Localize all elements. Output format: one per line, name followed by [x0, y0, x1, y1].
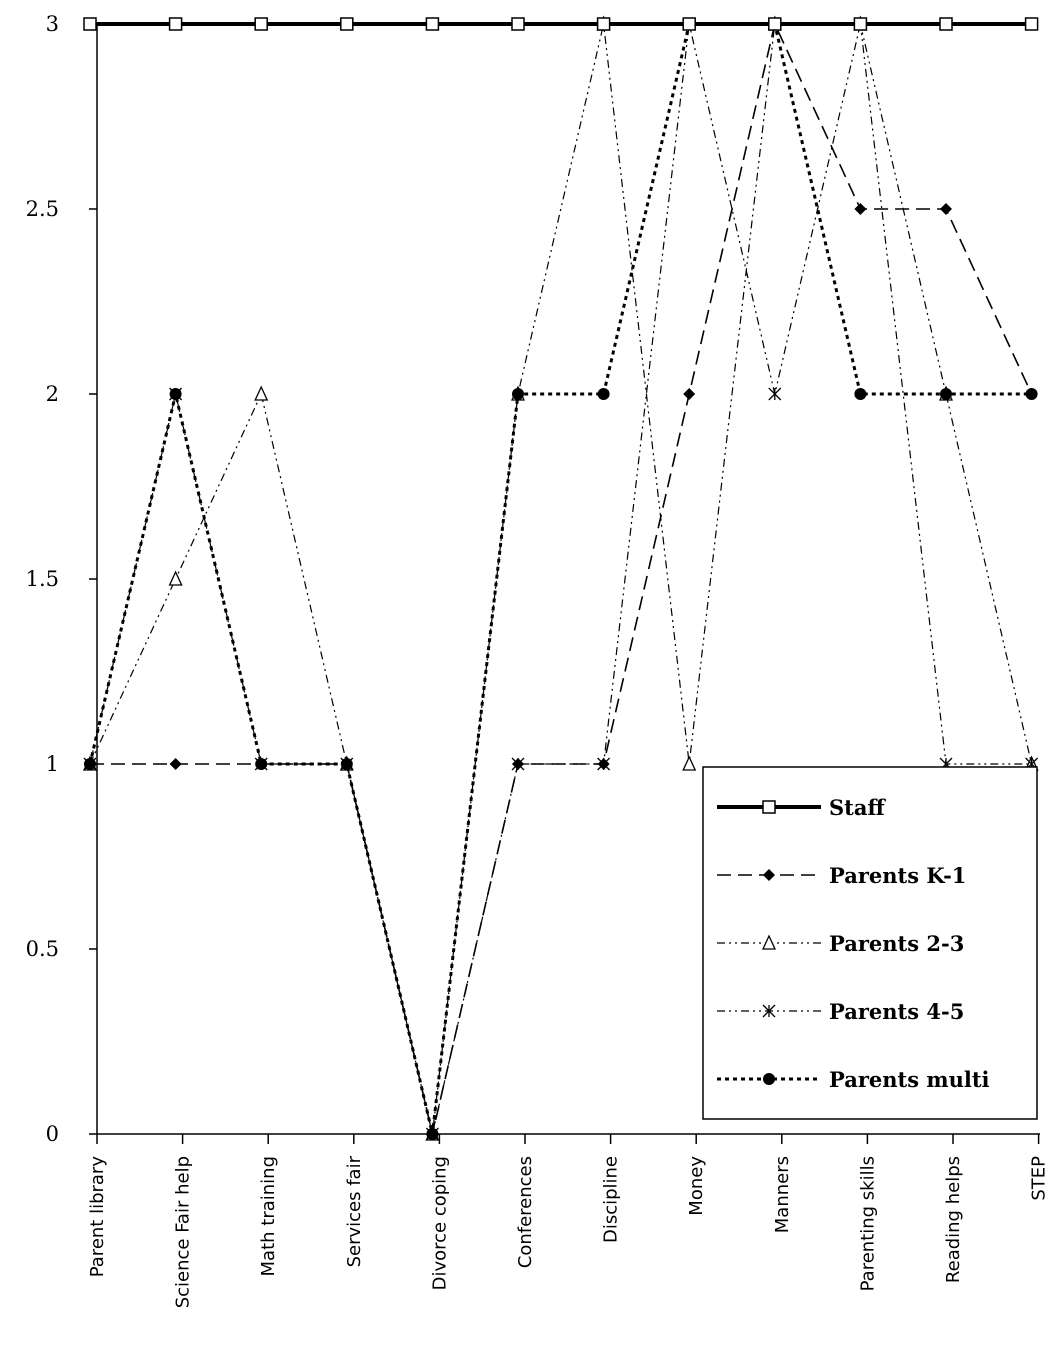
- data-point: [255, 758, 268, 770]
- x-tick-label: Parenting skills: [857, 1156, 878, 1291]
- data-point: [169, 388, 182, 400]
- data-point: [340, 758, 353, 770]
- data-point: [254, 17, 268, 31]
- y-tick-label: 1: [46, 752, 59, 776]
- x-tick-label: Manners: [772, 1156, 793, 1233]
- series-line: [88, 22, 1032, 1135]
- data-point: [940, 388, 952, 400]
- data-point: [768, 387, 782, 401]
- data-point: [597, 757, 611, 771]
- data-point: [597, 388, 610, 400]
- x-tick-label: Reading helps: [943, 1156, 964, 1283]
- x-tick-label: Money: [686, 1156, 707, 1216]
- x-tick-label: Parent library: [87, 1156, 108, 1278]
- data-point: [854, 203, 867, 215]
- data-point: [1024, 17, 1039, 31]
- data-point: [940, 203, 952, 215]
- data-point: [939, 17, 953, 31]
- data-point: [511, 757, 525, 771]
- x-tick-label: STEP: [1029, 1156, 1050, 1201]
- x-tick-label: Divorce coping: [429, 1156, 450, 1290]
- y-tick-label: 2: [46, 382, 59, 406]
- legend-label: Parents K-1: [829, 863, 966, 888]
- data-point: [682, 755, 697, 771]
- data-point: [84, 758, 96, 770]
- data-point: [168, 17, 183, 31]
- data-point: [254, 385, 269, 401]
- x-tick-label: Science Fair help: [173, 1156, 194, 1308]
- legend-box: [702, 766, 1038, 1120]
- legend: Staff Parents K-1 Parents 2-3 Parents 4-5 Pa…: [702, 766, 1038, 1120]
- legend-marker: [761, 934, 777, 950]
- y-tick-label: 3: [46, 12, 59, 36]
- legend-label: Staff: [829, 795, 886, 820]
- data-point: [682, 17, 696, 31]
- x-tick-label: Services fair: [344, 1155, 365, 1267]
- series-line: [90, 21, 1033, 1135]
- y-tick-label: 2.5: [26, 197, 59, 221]
- legend-label: Parents 2-3: [829, 931, 964, 956]
- data-point: [340, 17, 354, 31]
- y-tick-label: 0: [46, 1122, 59, 1146]
- data-point: [596, 17, 611, 31]
- series-line: [89, 23, 1033, 1135]
- series-parents-multi: [84, 18, 1038, 1140]
- x-tick-label: Conferences: [515, 1156, 536, 1268]
- legend-marker: [763, 869, 775, 881]
- legend-marker: [762, 1004, 776, 1018]
- legend-marker: [763, 1073, 775, 1085]
- data-point: [512, 388, 524, 400]
- data-point: [853, 17, 868, 31]
- data-point: [511, 17, 525, 31]
- y-tick-label: 0.5: [26, 937, 59, 961]
- data-point: [83, 17, 97, 31]
- legend-label: Parents multi: [829, 1067, 990, 1092]
- data-point: [768, 17, 782, 31]
- data-point: [854, 388, 867, 400]
- data-point: [425, 17, 440, 31]
- data-point: [169, 758, 182, 770]
- x-tick-label: Math training: [258, 1156, 279, 1276]
- data-point: [1025, 388, 1038, 400]
- data-point: [683, 388, 696, 400]
- data-point: [168, 570, 183, 586]
- y-tick-label: 1.5: [26, 567, 59, 591]
- series-staff: [83, 17, 1039, 31]
- data-point: [426, 1128, 439, 1140]
- legend-marker: [762, 800, 776, 814]
- legend-label: Parents 4-5: [829, 999, 964, 1024]
- x-tick-label: Discipline: [601, 1156, 622, 1243]
